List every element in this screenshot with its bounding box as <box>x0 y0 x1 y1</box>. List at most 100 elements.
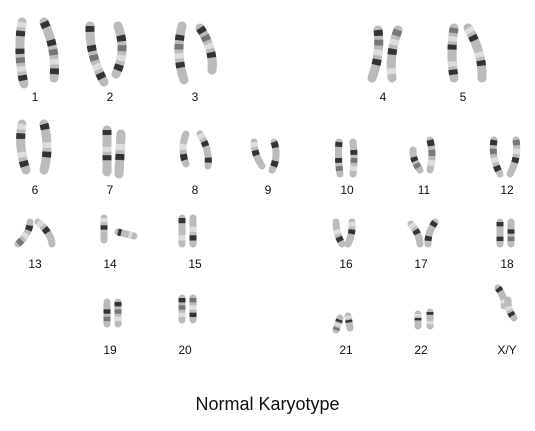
chromosome-label-3: 3 <box>191 90 199 104</box>
chromatid-band-16-1-1 <box>424 220 438 245</box>
chromatid-band-9-0-0 <box>334 141 344 175</box>
chromatid-band-15-1-0 <box>344 221 356 246</box>
chromatid-band-16-0-0 <box>408 221 424 245</box>
chromosome-label-13: 13 <box>28 257 42 271</box>
chromosome-pair-X-Y <box>494 284 518 322</box>
chromatid-band-0-1-3 <box>39 20 59 79</box>
chromatid-band-0-0-3 <box>15 21 29 85</box>
chromosome-label-4: 4 <box>379 90 387 104</box>
chromatid-band-0-1-0 <box>39 20 59 79</box>
chromosome-pair-19 <box>103 298 122 328</box>
chromosome-label-10: 10 <box>340 183 354 197</box>
chromatid-band-10-0-1 <box>409 149 423 173</box>
chromosome-label-11: 11 <box>417 183 431 197</box>
chromatid-band-20-1-0 <box>344 315 354 329</box>
chromatid-band-7-0-0 <box>179 132 190 166</box>
chromosome-label-1: 1 <box>31 90 39 104</box>
chromatid-band-2-0-0 <box>174 24 189 82</box>
chromatid-band-1-1-0 <box>111 24 127 76</box>
chromatid-band-4-1-0 <box>464 25 487 79</box>
chromosome-pair-13 <box>14 218 56 248</box>
chromatid-band-1-0-5 <box>85 25 108 85</box>
chromosome-label-2: 2 <box>106 90 114 104</box>
chromatid-band-4-0-0 <box>447 27 459 79</box>
chromatid-band-16-1-0 <box>424 220 438 245</box>
chromosome-pair-16 <box>332 218 356 248</box>
chromatid-band-13-1-1 <box>117 228 135 240</box>
chromatid-band-8-0-1 <box>250 141 265 168</box>
figure-caption: Normal Karyotype <box>195 394 340 414</box>
chromosome-label-X-Y: X/Y <box>497 343 517 357</box>
chromatid-band-2-1-0 <box>196 25 217 71</box>
chromosome-pair-6 <box>16 119 52 175</box>
chromatid-band-9-1-0 <box>349 141 358 175</box>
chromatid-band-4-1-3 <box>464 25 487 79</box>
chromosome-label-5: 5 <box>459 90 467 104</box>
chromatid-band-15-0-0 <box>332 221 346 246</box>
chromatid-band-5-1-2 <box>39 122 52 172</box>
chromatid-band-22-0-1 <box>495 285 508 307</box>
chromosome-pair-1 <box>15 17 59 89</box>
chromatid-band-8-1-0 <box>268 140 280 172</box>
chromosome-pair-8 <box>179 130 212 170</box>
chromosome-pair-5 <box>447 23 487 83</box>
chromatid-band-8-0-0 <box>250 141 265 168</box>
chromatid-band-7-1-2 <box>196 132 212 167</box>
chromatid-band-0-1-5 <box>39 20 59 79</box>
chromatid-band-15-1-1 <box>344 221 356 246</box>
chromatid-band-1-0-0 <box>85 25 108 85</box>
chromosome-pair-4 <box>367 25 403 83</box>
chromosome-pair-17 <box>407 218 439 248</box>
chromosome-pair-9 <box>250 138 280 174</box>
chromatid-band-1-1-4 <box>111 24 127 76</box>
chromosome-label-12: 12 <box>500 183 514 197</box>
chromatid-band-6-1-0 <box>114 133 126 175</box>
chromatid-band-7-0-1 <box>179 132 190 166</box>
chromosome-pair-21 <box>332 312 354 334</box>
chromosome-label-18: 18 <box>500 257 514 271</box>
chromosome-label-6: 6 <box>31 183 39 197</box>
chromosome-pair-2 <box>85 21 127 87</box>
chromosome-label-9: 9 <box>264 183 272 197</box>
chromatid-band-0-0-6 <box>15 21 29 85</box>
chromatid-band-8-1-1 <box>268 140 280 172</box>
chromatid-band-5-0-2 <box>16 123 31 172</box>
chromatid-band-22-0-0 <box>495 285 508 307</box>
chromatid-band-3-0-0 <box>367 29 384 80</box>
chromatid-band-11-1-0 <box>506 139 521 176</box>
chromatid-band-12-1-0 <box>35 219 56 245</box>
chromatid-band-5-1-0 <box>39 122 52 172</box>
chromosome-pair-11 <box>409 136 436 174</box>
chromosome-pair-20 <box>178 294 197 324</box>
chromosome-label-22: 22 <box>414 343 428 357</box>
chromatid-band-3-0-2 <box>367 29 384 80</box>
chromatid-band-5-0-0 <box>16 123 31 172</box>
chromatid-band-7-1-0 <box>196 132 212 167</box>
chromosome-pair-22 <box>414 308 434 330</box>
chromatid-band-10-0-0 <box>409 149 423 173</box>
chromosome-label-16: 16 <box>339 257 353 271</box>
chromatid-band-3-1-4 <box>386 28 403 79</box>
chromatid-band-3-1-2 <box>386 28 403 79</box>
chromatid-band-22-1-1 <box>504 299 517 321</box>
chromatid-band-20-0-1 <box>332 316 344 332</box>
chromatid-band-20-0-0 <box>332 316 344 332</box>
chromatid-band-5-1-4 <box>39 122 52 172</box>
chromatid-band-20-1-1 <box>344 315 354 329</box>
chromatid-band-15-0-1 <box>332 221 346 246</box>
chromatid-band-13-1-0 <box>117 228 135 240</box>
chromosome-label-21: 21 <box>339 343 353 357</box>
chromosome-label-15: 15 <box>188 257 202 271</box>
chromosome-pair-14 <box>100 214 138 244</box>
chromatid-band-5-0-4 <box>16 123 31 172</box>
chromatid-band-4-1-5 <box>464 25 487 79</box>
chromosome-pair-10 <box>334 138 358 178</box>
chromatid-band-2-0-5 <box>174 24 189 82</box>
chromatid-band-4-0-3 <box>447 27 459 79</box>
chromosome-label-20: 20 <box>178 343 192 357</box>
chromosome-pair-15 <box>178 214 197 248</box>
chromosome-pair-12 <box>489 136 521 178</box>
chromatid-band-22-1-0 <box>504 299 517 321</box>
chromatid-band-10-1-1 <box>426 139 436 171</box>
